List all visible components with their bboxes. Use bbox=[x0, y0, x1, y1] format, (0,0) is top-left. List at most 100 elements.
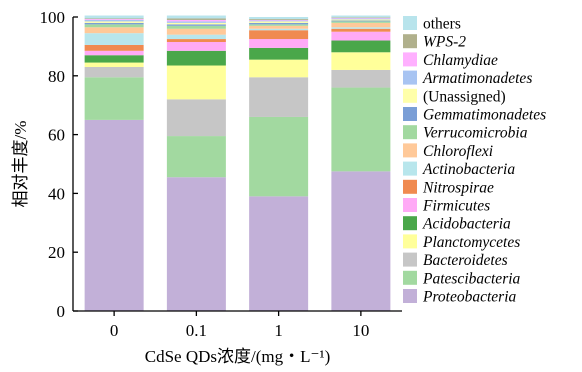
legend-swatch-planctomycetes bbox=[403, 234, 417, 249]
bars-layer bbox=[84, 15, 391, 312]
bar-segment-nitrospirae-1 bbox=[166, 39, 226, 42]
bar-segment-armatimonadetes-2 bbox=[249, 20, 309, 22]
legend-swatch-actinobacteria bbox=[403, 161, 417, 176]
legend-label-chloroflexi: Chloroflexi bbox=[423, 143, 493, 160]
y-tick-label-80: 80 bbox=[48, 67, 65, 86]
bar-segment-actinobacteria-1 bbox=[166, 34, 226, 40]
legend-swatch-acidobacteria bbox=[403, 216, 417, 231]
legend-label-acidobacteria: Acidobacteria bbox=[422, 216, 511, 233]
legend-label-planctomycetes: Planctomycetes bbox=[422, 234, 520, 251]
bar-segment-chlamydiae-2 bbox=[249, 19, 309, 21]
legend-swatch-wps-2 bbox=[403, 34, 417, 49]
legend-label-wps-2: WPS-2 bbox=[423, 34, 466, 51]
bar-segment-others-2 bbox=[249, 17, 309, 20]
bar-segment-patescibacteria-2 bbox=[249, 116, 309, 197]
legend-label-patescibacteria: Patescibacteria bbox=[422, 270, 521, 287]
legend-label-firmicutes: Firmicutes bbox=[422, 198, 490, 215]
legend-label-actinobacteria: Actinobacteria bbox=[422, 161, 515, 178]
legend-label-proteobacteria: Proteobacteria bbox=[422, 289, 517, 306]
bar-segment-verrucomicrobia-3 bbox=[331, 21, 391, 23]
legend-label-nitrospirae: Nitrospirae bbox=[422, 179, 494, 196]
legend-swatch-chlamydiae bbox=[403, 52, 417, 67]
legend-swatch-unassigned bbox=[403, 88, 417, 103]
bar-segment-gemmatimonadetes-2 bbox=[249, 22, 309, 25]
bar-segment-unassigned-0 bbox=[84, 21, 144, 23]
bar-segment-acidobacteria-2 bbox=[249, 47, 309, 60]
bar-segment-wps-2-0 bbox=[84, 18, 144, 20]
bar-segment-wps-2-3 bbox=[331, 17, 391, 18]
bar-segment-planctomycetes-2 bbox=[249, 59, 309, 78]
y-tick-label-100: 100 bbox=[40, 8, 66, 27]
bar-segment-patescibacteria-3 bbox=[331, 87, 391, 172]
bar-segment-bacteroidetes-0 bbox=[84, 66, 144, 78]
legend-swatch-proteobacteria bbox=[403, 289, 417, 303]
bar-segment-wps-2-2 bbox=[249, 19, 309, 20]
x-tick-label-1: 0.1 bbox=[186, 321, 207, 340]
bar-segment-firmicutes-0 bbox=[84, 50, 144, 56]
bar-segment-acidobacteria-1 bbox=[166, 50, 226, 66]
bar-segment-chloroflexi-2 bbox=[249, 25, 309, 29]
bar-segment-gemmatimonadetes-0 bbox=[84, 22, 144, 25]
bar-segment-others-0 bbox=[84, 15, 144, 19]
bar-segment-proteobacteria-0 bbox=[84, 119, 144, 312]
x-ticks: 0 0.1 1 10 bbox=[110, 311, 369, 340]
legend-swatch-bacteroidetes bbox=[403, 252, 417, 267]
bar-segment-chloroflexi-3 bbox=[331, 22, 391, 28]
bar-segment-chloroflexi-1 bbox=[166, 28, 226, 35]
bar-segment-proteobacteria-1 bbox=[166, 177, 226, 311]
legend-swatch-chloroflexi bbox=[403, 143, 417, 158]
bar-segment-wps-2-1 bbox=[166, 18, 226, 20]
y-tick-label-60: 60 bbox=[48, 126, 65, 145]
y-tick-label-0: 0 bbox=[57, 302, 66, 321]
legend-swatch-firmicutes bbox=[403, 198, 417, 212]
bar-segment-nitrospirae-3 bbox=[331, 28, 391, 32]
bar-segment-chlamydiae-3 bbox=[331, 17, 391, 19]
y-ticks: 0 20 40 60 80 100 bbox=[40, 8, 78, 321]
x-tick-label-2: 1 bbox=[274, 321, 283, 340]
legend-swatch-others bbox=[403, 16, 417, 30]
bar-segment-chlamydiae-1 bbox=[166, 19, 226, 22]
legend-swatch-verrucomicrobia bbox=[403, 125, 417, 140]
bar-segment-bacteroidetes-2 bbox=[249, 77, 309, 117]
legend-swatch-patescibacteria bbox=[403, 270, 417, 285]
bar-segment-patescibacteria-0 bbox=[84, 77, 144, 120]
bar-segment-proteobacteria-2 bbox=[249, 196, 309, 311]
bar-segment-gemmatimonadetes-1 bbox=[166, 24, 226, 26]
bar-segment-planctomycetes-1 bbox=[166, 65, 226, 100]
bar-segment-others-3 bbox=[331, 15, 391, 18]
bar-segment-chlamydiae-0 bbox=[84, 19, 144, 20]
legend: othersWPS-2ChlamydiaeArmatimonadetes(Una… bbox=[403, 16, 546, 306]
legend-label-verrucomicrobia: Verrucomicrobia bbox=[423, 125, 528, 142]
bar-segment-unassigned-3 bbox=[331, 19, 391, 21]
bar-segment-planctomycetes-3 bbox=[331, 52, 391, 70]
bar-segment-unassigned-2 bbox=[249, 21, 309, 23]
bar-segment-acidobacteria-3 bbox=[331, 40, 391, 53]
bar-segment-others-1 bbox=[166, 15, 226, 19]
legend-label-unassigned: (Unassigned) bbox=[423, 88, 506, 105]
bar-segment-verrucomicrobia-0 bbox=[84, 24, 144, 28]
bar-segment-verrucomicrobia-2 bbox=[249, 24, 309, 26]
bar-segment-planctomycetes-0 bbox=[84, 62, 144, 67]
bar-segment-bacteroidetes-1 bbox=[166, 99, 226, 137]
bar-segment-verrucomicrobia-1 bbox=[166, 25, 226, 29]
legend-swatch-nitrospirae bbox=[403, 179, 417, 194]
bar-segment-firmicutes-3 bbox=[331, 31, 391, 41]
bar-segment-nitrospirae-2 bbox=[249, 30, 309, 40]
legend-label-gemmatimonadetes: Gemmatimonadetes bbox=[423, 107, 546, 124]
legend-label-bacteroidetes: Bacteroidetes bbox=[423, 252, 508, 269]
x-axis-title: CdSe QDs浓度/(mg・L⁻¹) bbox=[145, 347, 330, 366]
bar-segment-unassigned-1 bbox=[166, 22, 226, 25]
axes-layer bbox=[72, 17, 402, 312]
legend-swatch-gemmatimonadetes bbox=[403, 107, 417, 121]
bar-segment-actinobacteria-2 bbox=[249, 28, 309, 31]
x-tick-label-3: 10 bbox=[352, 321, 369, 340]
legend-swatch-armatimonadetes bbox=[403, 70, 417, 85]
bar-segment-acidobacteria-0 bbox=[84, 55, 144, 63]
bar-segment-armatimonadetes-1 bbox=[166, 21, 226, 23]
bar-segment-firmicutes-2 bbox=[249, 39, 309, 48]
bar-segment-actinobacteria-0 bbox=[84, 33, 144, 45]
x-tick-label-0: 0 bbox=[110, 321, 119, 340]
bar-segment-armatimonadetes-3 bbox=[331, 18, 391, 20]
